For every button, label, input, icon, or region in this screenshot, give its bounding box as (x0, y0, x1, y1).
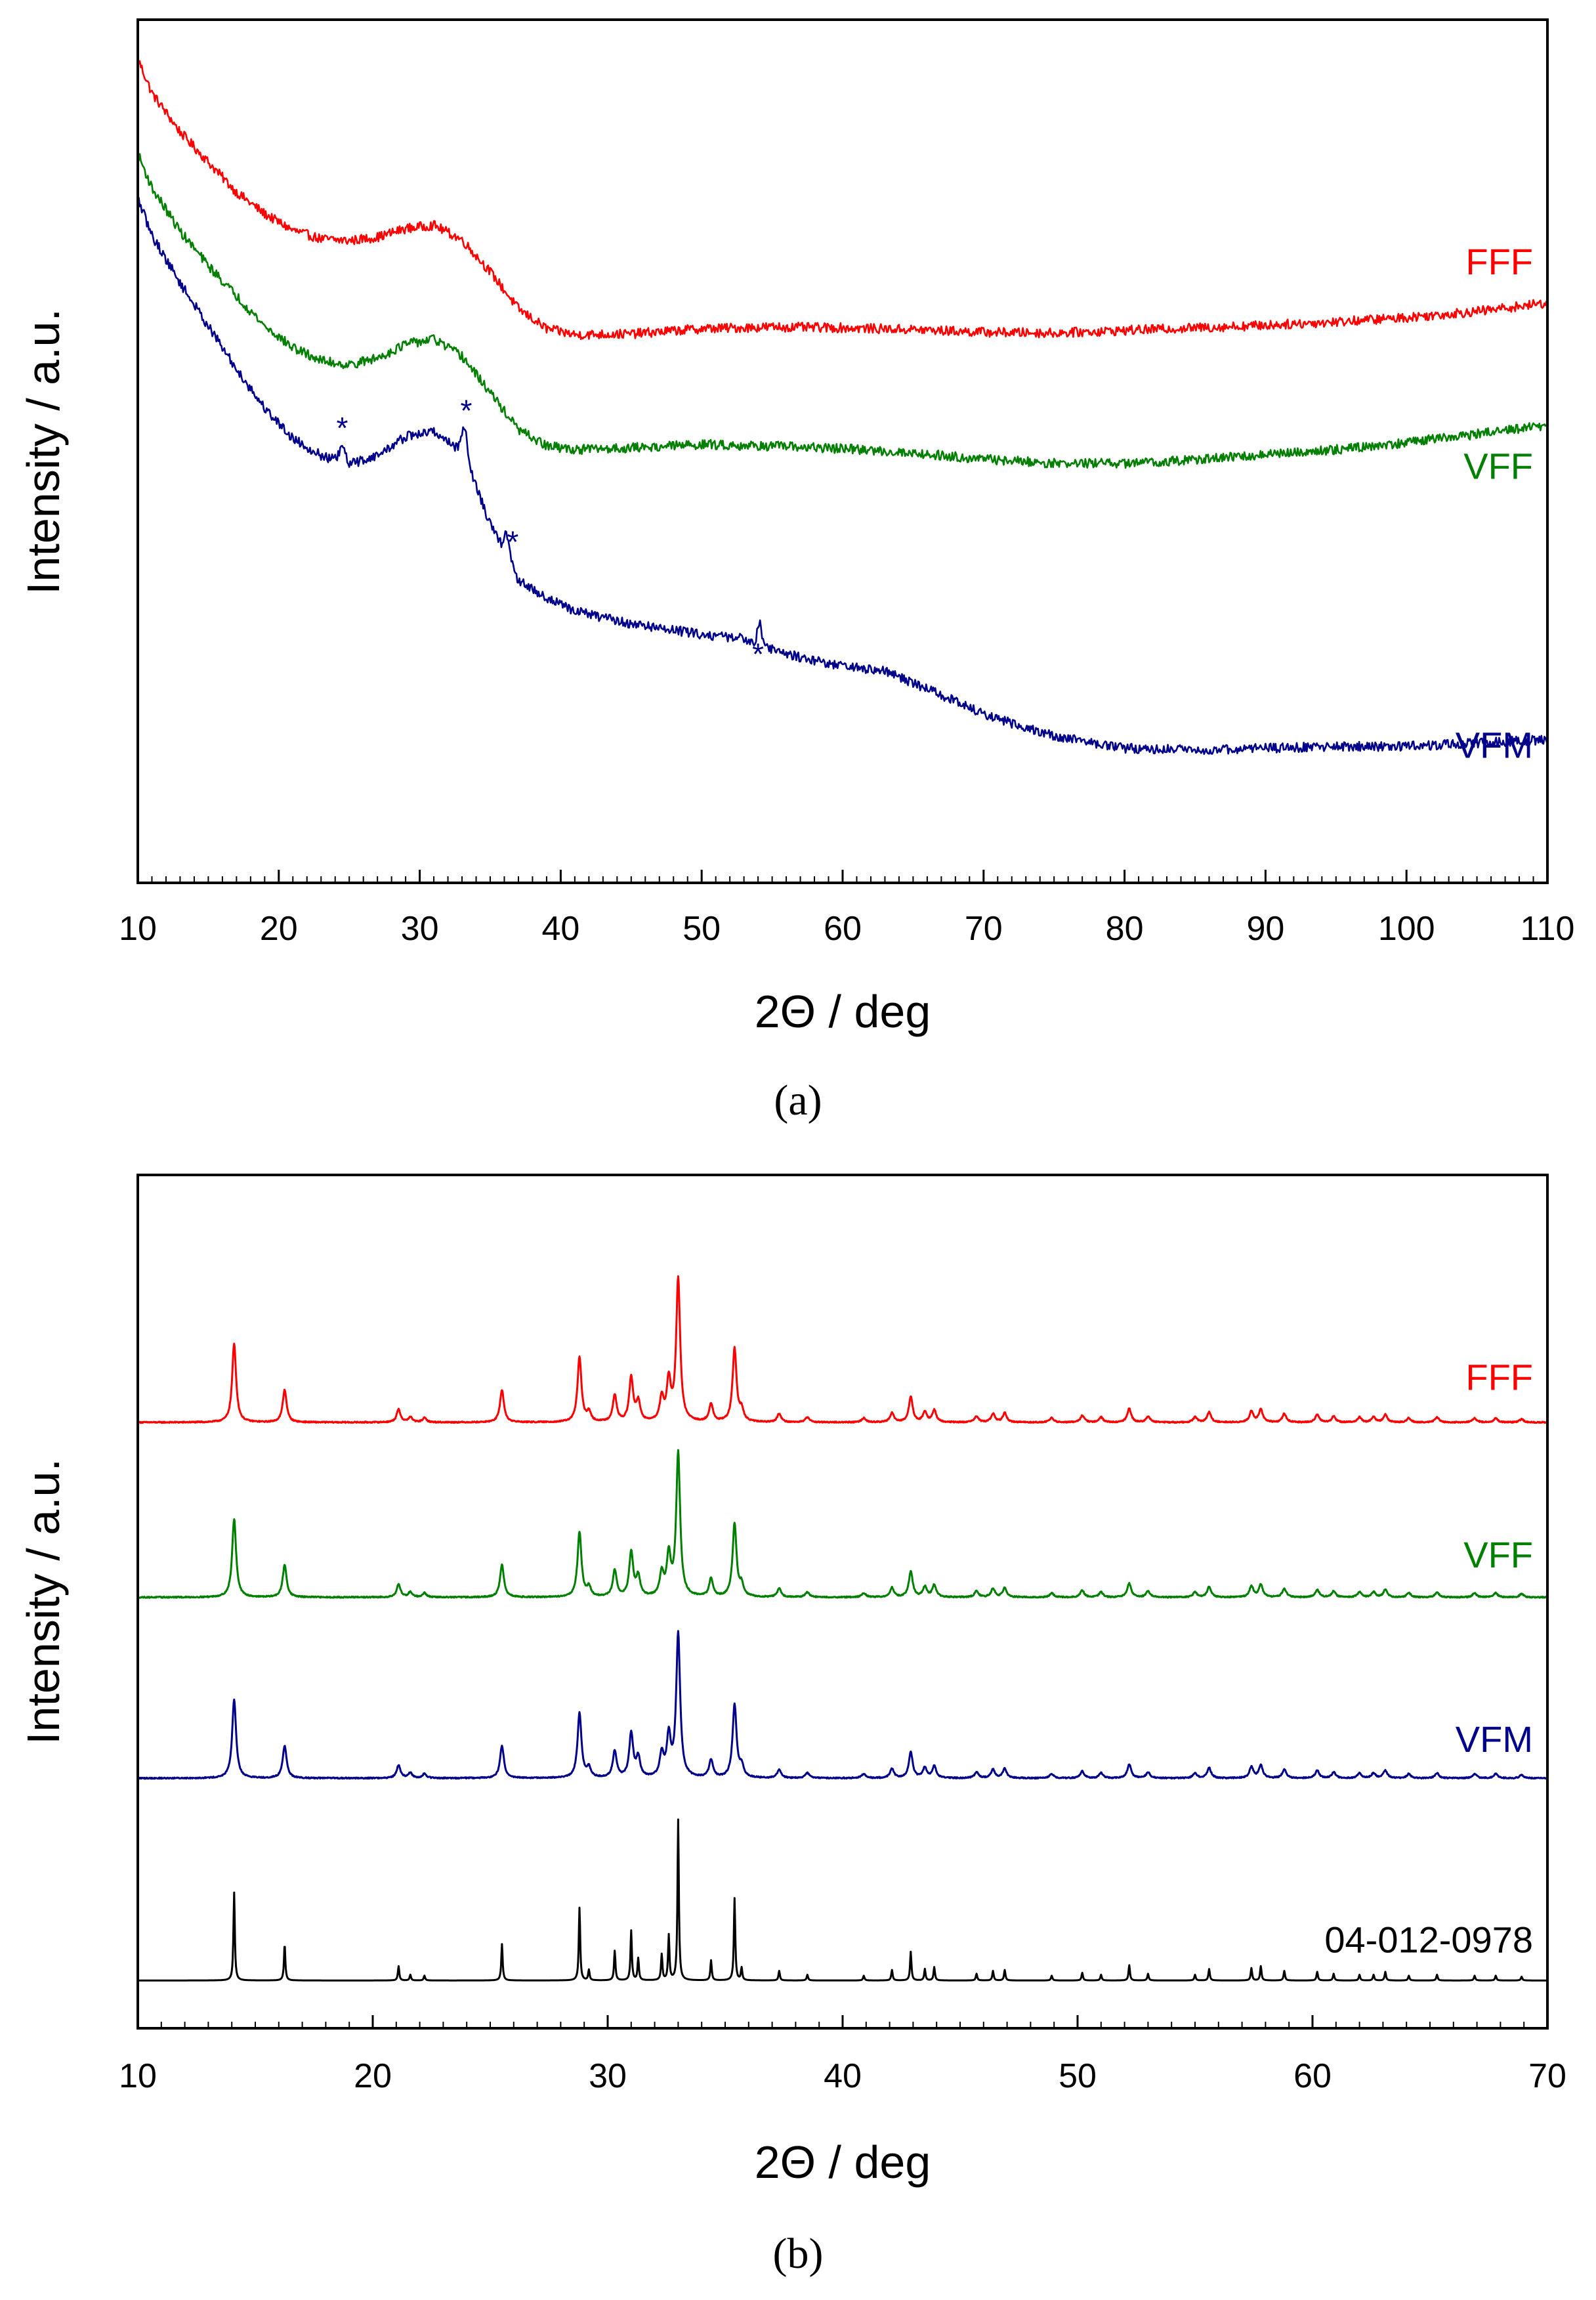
panel-b-caption: (b) (773, 2230, 824, 2278)
series-line-fff (136, 1275, 1549, 1424)
x-tick-label: 40 (541, 910, 579, 948)
peak-annotation: * (461, 393, 472, 427)
x-tick-label: 50 (682, 910, 721, 948)
panel-a-x-axis: 10 20 30 40 50 60 70 80 90 100 110 (119, 870, 1574, 948)
series-line-vff (136, 151, 1549, 469)
series-line-fff (136, 56, 1548, 340)
series-label: VFM (1456, 1718, 1533, 1760)
series-label: VFF (1463, 446, 1533, 487)
x-tick-label: 90 (1246, 910, 1284, 948)
x-tick-label: 50 (1059, 2057, 1097, 2095)
panel-a-y-axis-title: Intensity / a.u. (18, 309, 69, 595)
peak-annotation: * (752, 637, 764, 671)
x-tick-label: 110 (1521, 910, 1575, 948)
x-tick-label: 30 (589, 2057, 627, 2095)
x-tick-label: 20 (354, 2057, 392, 2095)
series-label: VFM (1456, 724, 1533, 765)
panel-b-plot-area: FFF VFF VFM 04-012-0978 (136, 1275, 1549, 1982)
series-label: VFF (1463, 1534, 1533, 1575)
panel-b-y-axis-title: Intensity / a.u. (18, 1459, 69, 1745)
x-tick-label: 100 (1378, 910, 1435, 948)
panel-b-x-axis: 10 20 30 40 50 60 70 (119, 2015, 1566, 2095)
peak-annotation: * (337, 411, 348, 445)
x-tick-label: 70 (1528, 2057, 1566, 2095)
series-line-vff (137, 1449, 1549, 1599)
panel-b-x-axis-title: 2Θ / deg (755, 2137, 931, 2188)
series-line-vfm (136, 196, 1549, 756)
peak-annotation: * (507, 524, 518, 559)
panel-a-x-axis-title: 2Θ / deg (755, 986, 931, 1037)
panel-a: * * * * FFF VFF VFM 10 20 30 40 50 60 70 80 90 100 110 2… (18, 18, 1574, 1124)
panel-a-caption: (a) (774, 1076, 822, 1124)
x-tick-label: 10 (119, 910, 157, 948)
x-tick-label: 70 (965, 910, 1003, 948)
x-tick-label: 40 (824, 2057, 862, 2095)
series-label: FFF (1465, 1357, 1533, 1398)
x-tick-label: 30 (401, 910, 439, 948)
series-label: 04-012-0978 (1324, 1919, 1533, 1960)
x-tick-label: 10 (119, 2057, 157, 2095)
panel-b: FFF VFF VFM 04-012-0978 10 20 30 40 50 60 70 2Θ /… (18, 1174, 1566, 2278)
x-tick-label: 60 (1293, 2057, 1332, 2095)
series-line-vfm (137, 1630, 1548, 1780)
x-tick-label: 20 (260, 910, 298, 948)
x-tick-label: 60 (824, 910, 862, 948)
x-tick-label: 80 (1106, 910, 1144, 948)
series-line-04-012-0978 (137, 1818, 1548, 1982)
series-label: FFF (1465, 241, 1533, 282)
panel-a-plot-area: * * * * FFF VFF VFM (136, 56, 1549, 765)
